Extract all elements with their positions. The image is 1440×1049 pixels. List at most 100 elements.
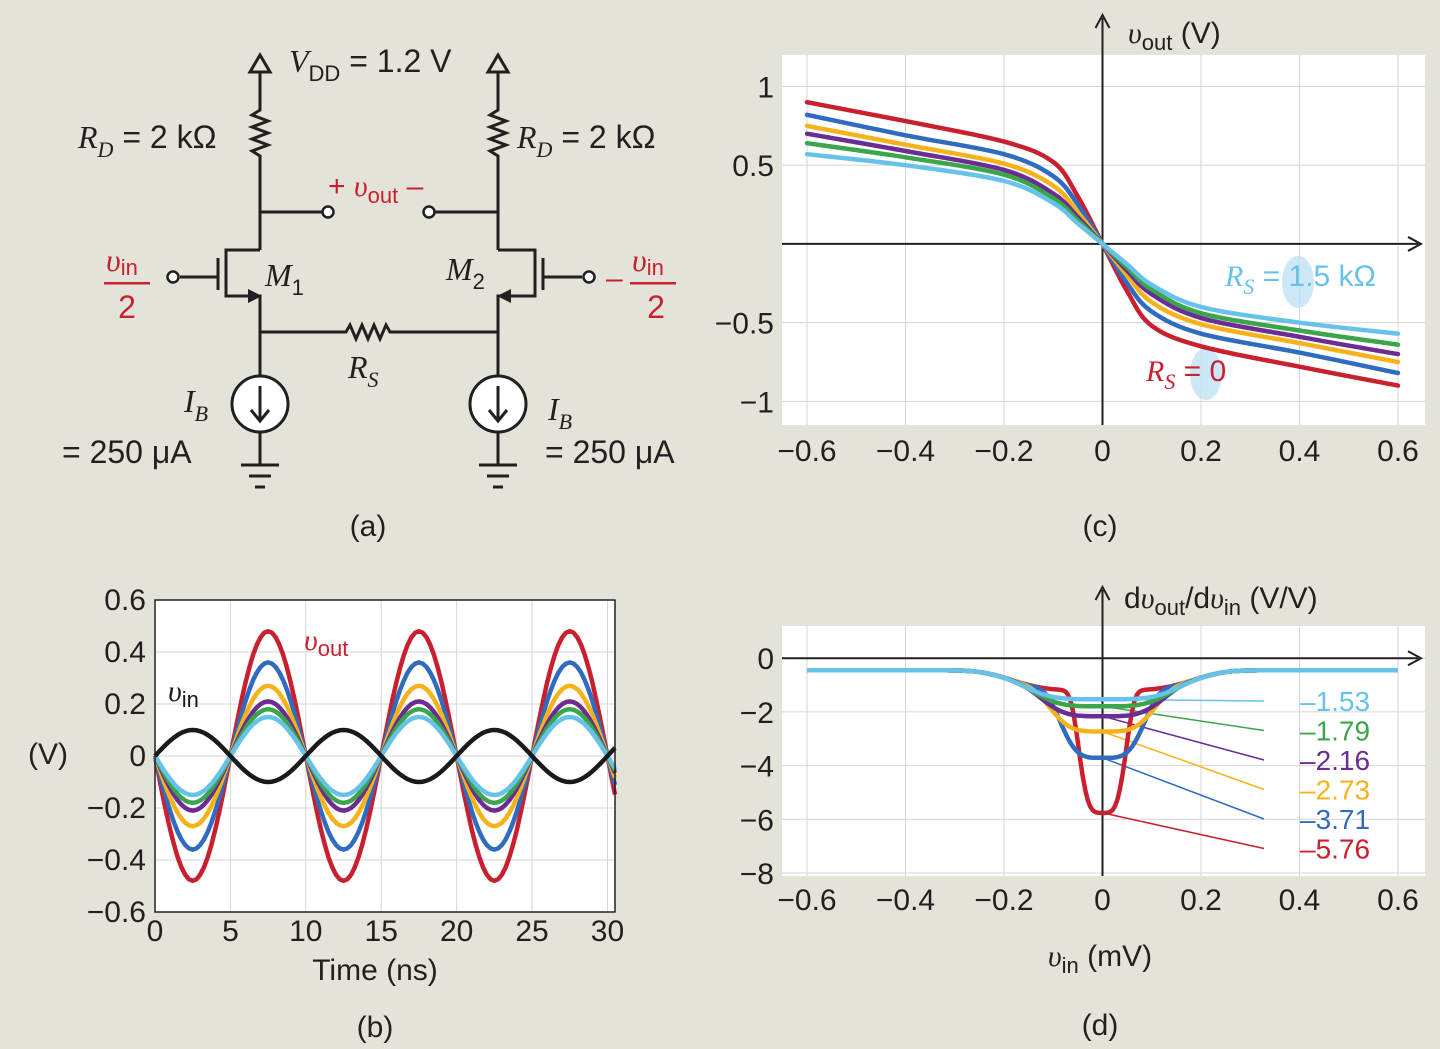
b-ytick-label: 0.4 — [104, 636, 146, 669]
rd-right-label: RD = 2 kΩ — [516, 119, 656, 162]
panel-a-circuit: VDD = 1.2 V RD = 2 kΩ RD = 2 kΩ + υout –… — [62, 43, 676, 543]
b-xtick-label: 30 — [591, 915, 624, 948]
d-value-label: –2.16 — [1300, 745, 1370, 776]
vin-right-fraction: – υin 2 — [606, 242, 676, 325]
b-xtick-label: 25 — [515, 915, 548, 948]
d-xtick-label: 0.2 — [1180, 884, 1222, 917]
down-arrow-icon — [487, 386, 509, 424]
b-ytick-label: −0.2 — [87, 792, 146, 825]
d-xtick-label: −0.6 — [777, 884, 836, 917]
panel-c-label: (c) — [1083, 510, 1118, 543]
vout-plus-terminal — [321, 205, 335, 219]
d-series-line — [807, 668, 1398, 702]
b-ytick-label: 0.2 — [104, 688, 146, 721]
b-xtick-label: 15 — [365, 915, 398, 948]
vdd-label: VDD = 1.2 V — [289, 43, 452, 86]
left-branch-wire — [247, 72, 273, 250]
svg-text:–: – — [606, 262, 623, 295]
b-annotation-vout: υout — [304, 624, 348, 661]
b-xlabel: Time (ns) — [312, 954, 438, 987]
b-xtick-label: 10 — [289, 915, 322, 948]
d-y-axis-arrow-icon — [1094, 584, 1111, 601]
panel-c-chart: −0.6 −0.4 −0.2 0 0.2 0.4 0.6 1 0.5 −0.5 −1 υout (… — [715, 12, 1425, 543]
rs0-highlight — [1190, 348, 1222, 400]
rs-label: RS — [347, 349, 379, 392]
panel-a-label: (a) — [350, 510, 387, 543]
vout-minus-terminal — [422, 205, 436, 219]
current-source-right — [468, 332, 528, 489]
c-xtick-label: −0.4 — [876, 435, 935, 468]
svg-text:2: 2 — [118, 289, 136, 325]
d-xtick-label: 0 — [1094, 884, 1111, 917]
d-ytick-label: −8 — [740, 858, 774, 891]
m2-label: M2 — [445, 251, 485, 294]
c-xtick-label: 0 — [1094, 435, 1111, 468]
d-xlabel: υin (mV) — [1048, 940, 1152, 978]
vdd-left-arrow-icon — [247, 52, 273, 74]
d-ytick-label: −4 — [740, 751, 774, 784]
ib-right-label: IB — [547, 391, 572, 434]
b-xtick-label: 20 — [440, 915, 473, 948]
d-leader-line — [1102, 757, 1265, 820]
b-ytick-label: −0.6 — [87, 896, 146, 929]
m1-label: M1 — [264, 257, 304, 300]
b-xtick-label: 0 — [147, 915, 164, 948]
c-annotation-rs15: RS = 1.5 kΩ — [1224, 260, 1376, 299]
svg-text:υin: υin — [632, 242, 664, 280]
rd-left-label: RD = 2 kΩ — [77, 119, 217, 162]
ib-left-label: IB — [183, 383, 208, 426]
down-arrow-icon — [249, 386, 271, 424]
c-annotation-rs0: RS = 0 — [1145, 355, 1226, 394]
vdd-right-arrow-icon — [485, 52, 511, 74]
b-ytick-label: −0.4 — [87, 844, 146, 877]
current-source-left — [230, 332, 290, 489]
panel-b-label: (b) — [357, 1011, 394, 1044]
d-value-label: –2.73 — [1300, 775, 1370, 806]
transistor-m2 — [496, 248, 596, 335]
c-ytick-label: −0.5 — [715, 308, 774, 341]
d-value-label: –5.76 — [1300, 834, 1370, 865]
ib-right-value: = 250 μA — [545, 434, 675, 470]
d-value-label: –1.53 — [1300, 686, 1370, 717]
transistor-m1 — [166, 248, 262, 335]
d-xtick-label: −0.2 — [974, 884, 1033, 917]
c-ytick-label: −1 — [740, 386, 774, 419]
ground-icon — [241, 463, 279, 489]
right-branch-wire — [485, 72, 511, 250]
panel-b-chart: 0 5 10 15 20 25 30 −0.6−0.4−0.200.20.40.6 (V) … — [28, 584, 624, 1044]
d-x-axis-arrow-icon — [1407, 650, 1424, 667]
b-ytick-label: 0 — [129, 740, 146, 773]
c-y-axis-arrow-icon — [1094, 12, 1111, 29]
panel-d-chart: −0.6 −0.4 −0.2 0 0.2 0.4 0.6 0 −2 −4 −6 −8 –1.53–1… — [740, 582, 1425, 1042]
d-ytick-label: −2 — [740, 697, 774, 730]
d-leader-line — [1102, 705, 1265, 732]
d-value-label: –3.71 — [1300, 804, 1370, 835]
d-leader-line — [1102, 812, 1265, 850]
c-ytick-label: 1 — [757, 71, 774, 104]
rs15-highlight — [1282, 256, 1314, 308]
b-ytick-label: 0.6 — [104, 584, 146, 617]
c-xtick-label: −0.6 — [777, 435, 836, 468]
rs-resistor — [260, 321, 498, 343]
b-xtick-label: 5 — [222, 915, 239, 948]
ground-icon — [479, 463, 517, 489]
d-ylabel: dυout/dυin (V/V) — [1124, 582, 1318, 620]
d-value-label: –1.79 — [1300, 716, 1370, 747]
panel-d-label: (d) — [1082, 1009, 1119, 1042]
d-xtick-label: −0.4 — [876, 884, 935, 917]
c-xtick-label: 0.4 — [1279, 435, 1321, 468]
b-annotation-vin: υin — [168, 675, 199, 712]
ib-left-value: = 250 μA — [62, 434, 192, 470]
vout-label: + υout – — [328, 170, 424, 208]
c-xtick-label: −0.2 — [974, 435, 1033, 468]
b-series-line — [153, 727, 617, 785]
c-x-axis-arrow-icon — [1407, 236, 1424, 252]
d-ytick-label: 0 — [757, 643, 774, 676]
m2-source-arrow-icon — [497, 289, 511, 303]
c-xtick-label: 0.6 — [1377, 435, 1419, 468]
b-ylabel: (V) — [28, 738, 68, 771]
c-ytick-label: 0.5 — [732, 150, 774, 183]
c-series-line — [804, 151, 1401, 336]
m1-source-arrow-icon — [248, 289, 262, 303]
